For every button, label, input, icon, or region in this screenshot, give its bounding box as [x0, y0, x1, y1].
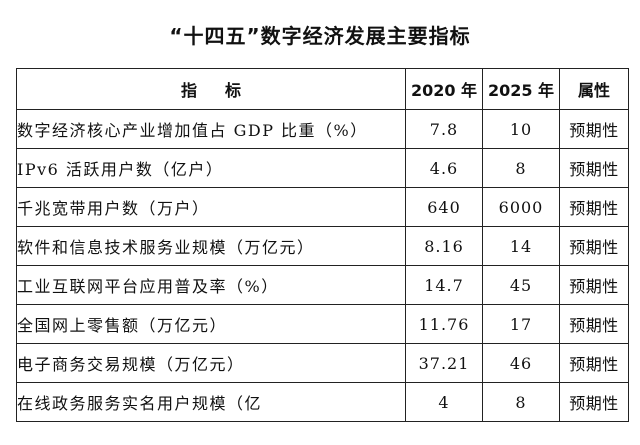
indicators-table: 指标 2020 年 2025 年 属性 数字经济核心产业增加值占 GDP 比重（… — [16, 68, 629, 422]
table-row: 全国网上零售额（万亿元） 11.76 17 预期性 — [16, 304, 629, 344]
header-2025: 2025 年 — [482, 68, 560, 110]
attribute-value: 预期性 — [559, 265, 629, 305]
indicator-name: 数字经济核心产业增加值占 GDP 比重（%） — [16, 109, 406, 149]
value-2020: 37.21 — [405, 343, 483, 383]
attribute-value: 预期性 — [559, 226, 629, 266]
attribute-value: 预期性 — [559, 187, 629, 227]
header-indicator-part-b: 标 — [225, 81, 242, 100]
attribute-value: 预期性 — [559, 304, 629, 344]
indicator-name: 千兆宽带用户数（万户） — [16, 187, 406, 227]
value-2020: 14.7 — [405, 265, 483, 305]
header-2020: 2020 年 — [405, 68, 483, 110]
value-2020: 7.8 — [405, 109, 483, 149]
indicator-name: 全国网上零售额（万亿元） — [16, 304, 406, 344]
table-header-row: 指标 2020 年 2025 年 属性 — [16, 68, 629, 110]
value-2020: 11.76 — [405, 304, 483, 344]
value-2025: 6000 — [482, 187, 560, 227]
header-indicator-part-a: 指 — [180, 81, 197, 100]
value-2025: 14 — [482, 226, 560, 266]
value-2020: 640 — [405, 187, 483, 227]
indicator-name: 工业互联网平台应用普及率（%） — [16, 265, 406, 305]
value-2025: 8 — [482, 148, 560, 188]
value-2025: 10 — [482, 109, 560, 149]
value-2020: 8.16 — [405, 226, 483, 266]
value-2020: 4.6 — [405, 148, 483, 188]
table-row: 工业互联网平台应用普及率（%） 14.7 45 预期性 — [16, 265, 629, 305]
table-row: 电子商务交易规模（万亿元） 37.21 46 预期性 — [16, 343, 629, 383]
indicator-name: 软件和信息技术服务业规模（万亿元） — [16, 226, 406, 266]
header-indicator: 指标 — [16, 68, 406, 110]
attribute-value: 预期性 — [559, 148, 629, 188]
page-title: “十四五”数字经济发展主要指标 — [169, 24, 471, 48]
value-2025: 45 — [482, 265, 560, 305]
indicator-name: IPv6 活跃用户数（亿户） — [16, 148, 406, 188]
attribute-value: 预期性 — [559, 382, 629, 422]
table-row: 千兆宽带用户数（万户） 640 6000 预期性 — [16, 187, 629, 227]
header-attribute: 属性 — [559, 68, 629, 110]
value-2020: 4 — [405, 382, 483, 422]
table-row: 数字经济核心产业增加值占 GDP 比重（%） 7.8 10 预期性 — [16, 109, 629, 149]
table-row: 软件和信息技术服务业规模（万亿元） 8.16 14 预期性 — [16, 226, 629, 266]
attribute-value: 预期性 — [559, 343, 629, 383]
value-2025: 8 — [482, 382, 560, 422]
value-2025: 17 — [482, 304, 560, 344]
indicator-name: 在线政务服务实名用户规模（亿 — [16, 382, 406, 422]
indicator-name: 电子商务交易规模（万亿元） — [16, 343, 406, 383]
table-row: 在线政务服务实名用户规模（亿 4 8 预期性 — [16, 382, 629, 422]
attribute-value: 预期性 — [559, 109, 629, 149]
value-2025: 46 — [482, 343, 560, 383]
table-row: IPv6 活跃用户数（亿户） 4.6 8 预期性 — [16, 148, 629, 188]
